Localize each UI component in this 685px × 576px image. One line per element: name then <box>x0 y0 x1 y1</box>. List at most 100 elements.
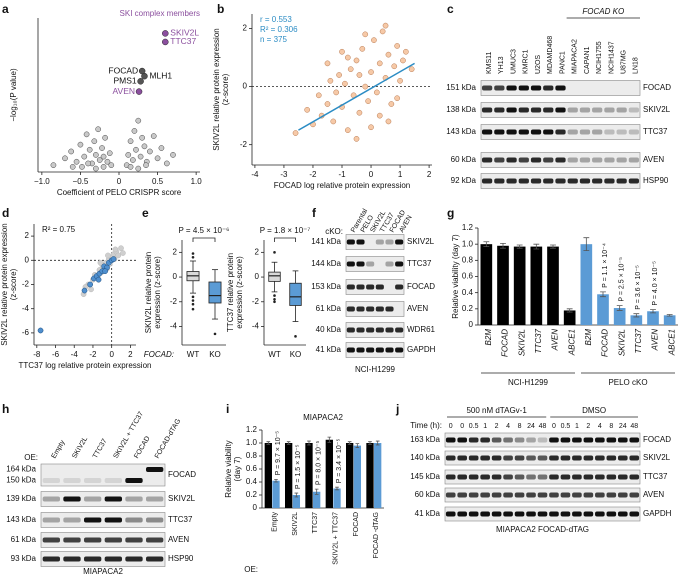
kda-label: 61 kDa <box>316 304 342 313</box>
kda-label: 93 kDa <box>11 554 37 563</box>
y-axis-label: expression (z-score) <box>235 256 244 329</box>
point <box>100 153 107 160</box>
protein-label: AVEN <box>407 304 428 313</box>
band <box>83 537 102 543</box>
point <box>368 124 374 131</box>
group-label: PELO cKO <box>608 378 647 387</box>
lane-label: 48 <box>539 423 547 430</box>
point <box>330 118 337 125</box>
error-bar <box>335 486 339 491</box>
band <box>572 437 582 443</box>
band <box>125 517 143 523</box>
point <box>50 162 57 169</box>
band <box>491 492 502 498</box>
p-value: P = 1.1 × 10⁻⁴ <box>602 243 609 288</box>
lane-label: TTC37 <box>92 438 109 460</box>
band <box>42 517 61 523</box>
band <box>346 261 355 267</box>
band <box>457 474 468 480</box>
protein-label: AVEN <box>643 490 664 499</box>
y-tick-label: 2 <box>255 247 260 256</box>
x-tick-label: -2 <box>309 170 317 179</box>
kda-label: 41 kDa <box>316 345 342 354</box>
y-axis-label: TTC37 relative protein <box>226 253 235 332</box>
point <box>362 31 369 38</box>
error-bar <box>355 443 360 448</box>
point <box>158 145 165 151</box>
bar <box>647 311 659 325</box>
point <box>141 143 148 150</box>
point <box>127 164 134 170</box>
x-tick-label: KO <box>209 350 221 359</box>
protein-label: HSP90 <box>643 176 669 185</box>
band <box>555 178 566 184</box>
bar <box>630 315 643 325</box>
y-tick-label: -2 <box>22 280 30 289</box>
band <box>503 437 513 443</box>
p-value: P = 1.8 × 10⁻⁷ <box>260 226 311 235</box>
lane-header: OE: <box>24 453 38 462</box>
band <box>503 455 513 461</box>
band <box>83 478 102 483</box>
band <box>572 455 582 461</box>
kda-label: 140 kDa <box>410 453 440 462</box>
band <box>503 474 513 480</box>
error-bar <box>550 244 556 249</box>
band <box>42 478 61 483</box>
band <box>494 107 505 113</box>
lane-label: U2OS <box>535 55 542 74</box>
bar <box>264 443 272 508</box>
y-axis-label: SKIV2L relative protein <box>144 252 153 334</box>
x-tick-label: -6 <box>52 350 60 359</box>
band <box>42 496 61 502</box>
blot-strip <box>345 256 405 272</box>
error-bar <box>327 436 332 443</box>
point <box>105 252 111 259</box>
point <box>356 109 363 116</box>
kda-label: 153 kDa <box>311 282 341 291</box>
point <box>93 152 99 158</box>
p-value: P = 1.5 × 10⁻⁵ <box>295 444 302 489</box>
band <box>543 157 554 163</box>
point <box>324 60 331 67</box>
band <box>104 517 123 523</box>
band <box>526 437 536 443</box>
band <box>366 306 375 312</box>
band <box>616 178 627 184</box>
band <box>595 511 605 517</box>
point <box>112 246 119 253</box>
point <box>376 112 383 119</box>
band <box>530 178 542 184</box>
point <box>353 57 360 64</box>
band <box>506 129 517 135</box>
kda-label: 143 kDa <box>446 127 476 136</box>
x-tick-label: 0 <box>369 170 374 179</box>
y-tick-label: -4 <box>170 322 178 331</box>
bar <box>313 491 321 508</box>
protein-label: SKIV2L <box>643 453 671 462</box>
error-bar <box>274 479 278 483</box>
lane-label: 1 <box>575 423 579 430</box>
kda-label: 164 kDa <box>6 465 36 474</box>
y-axis-label: −log₁₀(P value) <box>9 68 18 122</box>
band <box>583 437 594 443</box>
error-bar <box>516 244 523 249</box>
bar <box>305 443 313 508</box>
x-tick-label: FOCAD <box>601 329 610 357</box>
protein-label: GAPDH <box>643 509 672 518</box>
band <box>445 455 456 461</box>
p-value: P = 4.0 × 10⁻⁵ <box>652 261 659 306</box>
band <box>366 327 375 333</box>
point <box>292 130 299 136</box>
outlier <box>273 300 276 304</box>
blot-strip <box>40 491 166 507</box>
point <box>344 54 351 61</box>
band <box>526 474 536 480</box>
band <box>592 129 603 135</box>
x-tick-label: TTC37 <box>634 328 643 353</box>
y-tick-label: 0 <box>25 255 30 264</box>
band <box>480 455 490 461</box>
error-bar <box>666 314 673 317</box>
outlier <box>191 307 195 311</box>
x-tick-label: WT <box>268 350 281 359</box>
